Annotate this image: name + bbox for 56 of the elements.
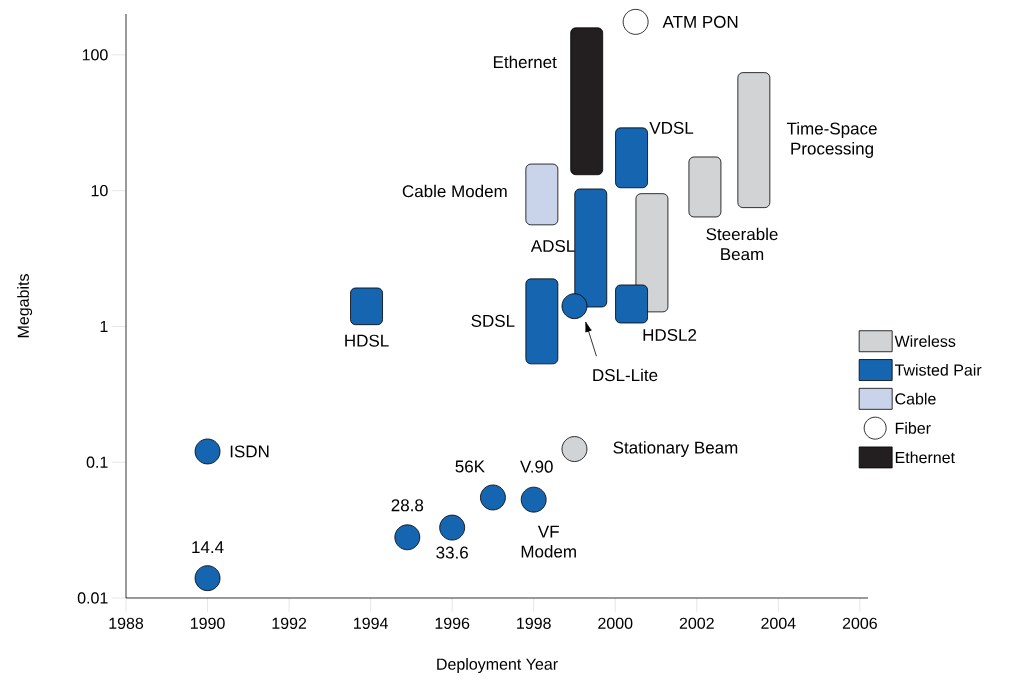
annotation: 33.6 — [436, 546, 468, 559]
annotation: Stationary Beam — [613, 441, 738, 457]
y-tick-label: 1 — [100, 320, 108, 332]
point — [622, 8, 649, 35]
x-tick-label: 1996 — [435, 617, 470, 629]
y-axis-title: Megabits — [17, 274, 33, 338]
x-tick-label: 1990 — [190, 617, 225, 629]
annotation: Ethernet — [493, 55, 557, 69]
x-tick-label: 2000 — [598, 617, 633, 629]
x-tick-label: 1988 — [109, 617, 144, 629]
annotation: 28.8 — [391, 499, 424, 512]
annotation: Time-Space Processing — [786, 122, 877, 158]
y-tick-label: 0.1 — [86, 456, 108, 468]
y-tick-label: 0.01 — [77, 592, 108, 604]
annotation: SDSL — [471, 314, 515, 327]
point — [439, 514, 466, 541]
annotation: HDSL2 — [643, 328, 697, 342]
annotation: Cable Modem — [402, 184, 507, 198]
point — [394, 524, 421, 551]
bar — [350, 287, 383, 326]
x-tick-label: 2002 — [679, 617, 714, 629]
point — [480, 484, 506, 511]
point — [520, 486, 547, 513]
bar — [525, 163, 559, 226]
annotation: HDSL — [345, 334, 389, 347]
annotation: VDSL — [649, 121, 694, 134]
point — [194, 565, 221, 592]
bar — [615, 127, 648, 189]
x-tick-label: 1998 — [517, 617, 551, 629]
legend-label: Wireless — [894, 335, 956, 347]
annotation: ISDN — [230, 445, 269, 458]
point — [561, 436, 588, 462]
y-tick-label: 10 — [91, 184, 108, 197]
legend-label: Cable — [895, 392, 936, 405]
x-tick-label: 2004 — [761, 617, 796, 629]
annotation: DSL-Lite — [593, 368, 658, 382]
point — [561, 293, 588, 320]
bar — [737, 72, 771, 209]
bar — [570, 27, 604, 176]
x-axis-title: Deployment Year — [437, 658, 558, 673]
point — [194, 438, 221, 465]
legend-label: Ethernet — [895, 451, 955, 464]
annotation: V.90 — [520, 460, 553, 473]
annotation: ATM PON — [662, 15, 738, 28]
x-tick-label: 1994 — [354, 617, 388, 629]
annotation: VF Modem — [521, 525, 576, 558]
bar — [688, 156, 722, 218]
legend-label: Fiber — [895, 422, 931, 434]
y-tick-label: 100 — [82, 49, 108, 61]
x-tick-label: 2006 — [842, 617, 877, 629]
annotation: 56K — [455, 460, 485, 473]
legend-label: Twisted Pair — [894, 363, 982, 376]
annotation: Steerable Beam — [706, 227, 778, 261]
annotation: 14.4 — [192, 541, 224, 553]
bar — [525, 278, 559, 365]
x-tick-label: 1992 — [272, 617, 307, 629]
